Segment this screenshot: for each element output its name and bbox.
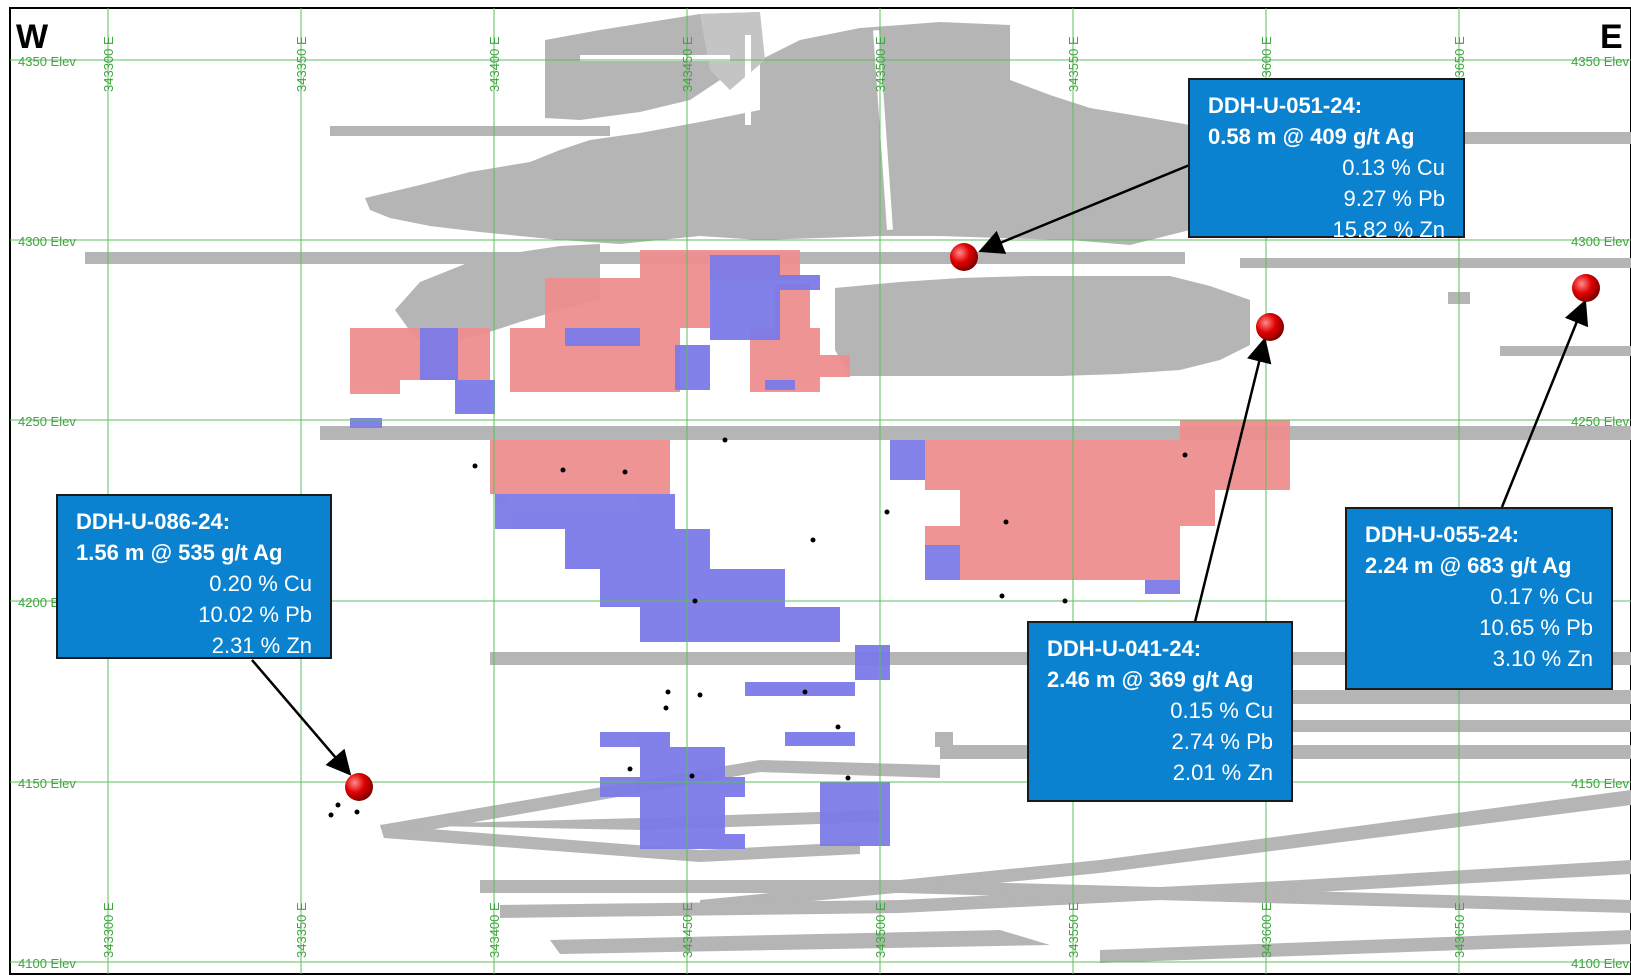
callout-hole-id: DDH-U-055-24: — [1365, 522, 1520, 547]
underground-workings — [85, 12, 1631, 963]
drift-4300 — [85, 252, 1185, 264]
ramp-7 — [1100, 930, 1631, 963]
drift-4165 — [1260, 720, 1631, 732]
callout-zn: 15.82 % Zn — [1332, 217, 1445, 242]
drift-4330-east — [1440, 132, 1631, 144]
easting-label-bottom-343350: 343350 E — [294, 902, 309, 958]
easting-grid — [107, 8, 1460, 974]
callout-ddh-u-051-24: DDH-U-051-24: 0.58 m @ 409 g/t Ag 0.13 %… — [1188, 78, 1465, 242]
easting-label-bottom-343450: 343450 E — [680, 902, 695, 958]
drift-4175 — [1260, 690, 1631, 704]
easting-label-top-343500: 343500 E — [873, 36, 888, 92]
callout-zn: 3.10 % Zn — [1492, 646, 1593, 671]
elev-label-4350: 4350 Elev — [18, 54, 76, 69]
callout-cu: 0.17 % Cu — [1490, 584, 1593, 609]
small-block-1 — [935, 732, 953, 747]
easting-label-bottom-343400: 343400 E — [487, 902, 502, 958]
mid-stope — [835, 276, 1250, 376]
elev-label-4150: 4150 Elev — [18, 776, 76, 791]
elev-label-right-4300: 4300 Elev — [1571, 234, 1629, 249]
callout-pb: 2.74 % Pb — [1171, 729, 1273, 754]
easting-label-bottom-343300: 343300 E — [101, 902, 116, 958]
easting-label-top-343300: 343300 E — [101, 36, 116, 92]
upper-stope — [365, 22, 1190, 245]
callout-interval: 2.46 m @ 369 g/t Ag — [1047, 667, 1254, 692]
callout-interval: 0.58 m @ 409 g/t Ag — [1208, 124, 1415, 149]
callout-ddh-u-041-24: DDH-U-041-24: 2.46 m @ 369 g/t Ag 0.15 %… — [1027, 621, 1293, 802]
elev-label-right-4150: 4150 Elev — [1571, 776, 1629, 791]
callout-zn: 2.01 % Zn — [1172, 760, 1273, 785]
intercept-marker-055 — [1572, 274, 1600, 302]
intercept-marker-051 — [950, 243, 978, 271]
callout-cu: 0.13 % Cu — [1342, 155, 1445, 180]
ramp-1 — [380, 760, 940, 838]
elev-label-4300: 4300 Elev — [18, 234, 76, 249]
callout-interval: 2.24 m @ 683 g/t Ag — [1365, 553, 1572, 578]
easting-label-bottom-343600: 343600 E — [1259, 902, 1274, 958]
callout-pb: 10.02 % Pb — [198, 602, 312, 627]
elev-label-right-4100: 4100 Elev — [1571, 956, 1629, 971]
elev-label-right-4250: 4250 Elev — [1571, 414, 1629, 429]
easting-label-bottom-343500: 343500 E — [873, 902, 888, 958]
callout-arrows — [251, 162, 1589, 776]
ramp-3 — [380, 810, 880, 830]
intercept-marker-041 — [1256, 313, 1284, 341]
ramp-8 — [550, 930, 1050, 954]
stope-cuts — [580, 30, 893, 230]
arrow-055 — [1500, 299, 1589, 508]
drift-4330 — [330, 126, 610, 136]
elevation-grid — [10, 59, 1631, 963]
easting-label-top-343350: 343350 E — [294, 36, 309, 92]
ramp-2 — [380, 825, 860, 862]
callout-ddh-u-086-24: DDH-U-086-24: 1.56 m @ 535 g/t Ag 0.20 %… — [56, 494, 332, 659]
upper-stope-lower-lobe — [395, 244, 600, 342]
easting-label-bottom-343650: 343650 E — [1452, 902, 1467, 958]
elev-label-right-4350: 4350 Elev — [1571, 54, 1629, 69]
easting-label-top-343450: 343450 E — [680, 36, 695, 92]
callout-interval: 1.56 m @ 535 g/t Ag — [76, 540, 283, 565]
callout-cu: 0.15 % Cu — [1170, 698, 1273, 723]
elev-label-4100: 4100 Elev — [18, 956, 76, 971]
callout-hole-id: DDH-U-051-24: — [1208, 93, 1363, 118]
callout-cu: 0.20 % Cu — [209, 571, 312, 596]
east-label: E — [1600, 18, 1623, 56]
callout-pb: 9.27 % Pb — [1343, 186, 1445, 211]
callout-pb: 10.65 % Pb — [1479, 615, 1593, 640]
ramp-5 — [500, 860, 1631, 918]
intercept-marker-086 — [345, 773, 373, 801]
elevation-labels-right: 4350 Elev 4300 Elev 4250 Elev 4150 Elev … — [1571, 54, 1629, 971]
easting-label-bottom-343550: 343550 E — [1066, 902, 1081, 958]
easting-labels-bottom: 343300 E 343350 E 343400 E 343450 E 3435… — [101, 902, 1467, 958]
ramp-6 — [480, 880, 1631, 913]
drift-4300-b — [1240, 258, 1631, 268]
elevation-labels-left: 4350 Elev 4300 Elev 4250 Elev 4200 Elev … — [18, 54, 76, 971]
west-label: W — [16, 18, 49, 56]
arrow-041 — [1193, 337, 1272, 623]
pierce-points — [328, 437, 1188, 818]
arrow-086 — [251, 659, 352, 776]
callout-ddh-u-055-24: DDH-U-055-24: 2.24 m @ 683 g/t Ag 0.17 %… — [1345, 507, 1613, 690]
easting-label-top-343400: 343400 E — [487, 36, 502, 92]
callout-hole-id: DDH-U-086-24: — [76, 509, 231, 534]
drift-4250 — [320, 426, 1631, 440]
elev-label-4250: 4250 Elev — [18, 414, 76, 429]
arrow-051 — [978, 162, 1193, 254]
intercept-markers — [345, 243, 1600, 801]
callout-hole-id: DDH-U-041-24: — [1047, 636, 1202, 661]
callout-zn: 2.31 % Zn — [211, 633, 312, 658]
easting-label-top-343550: 343550 E — [1066, 36, 1081, 92]
